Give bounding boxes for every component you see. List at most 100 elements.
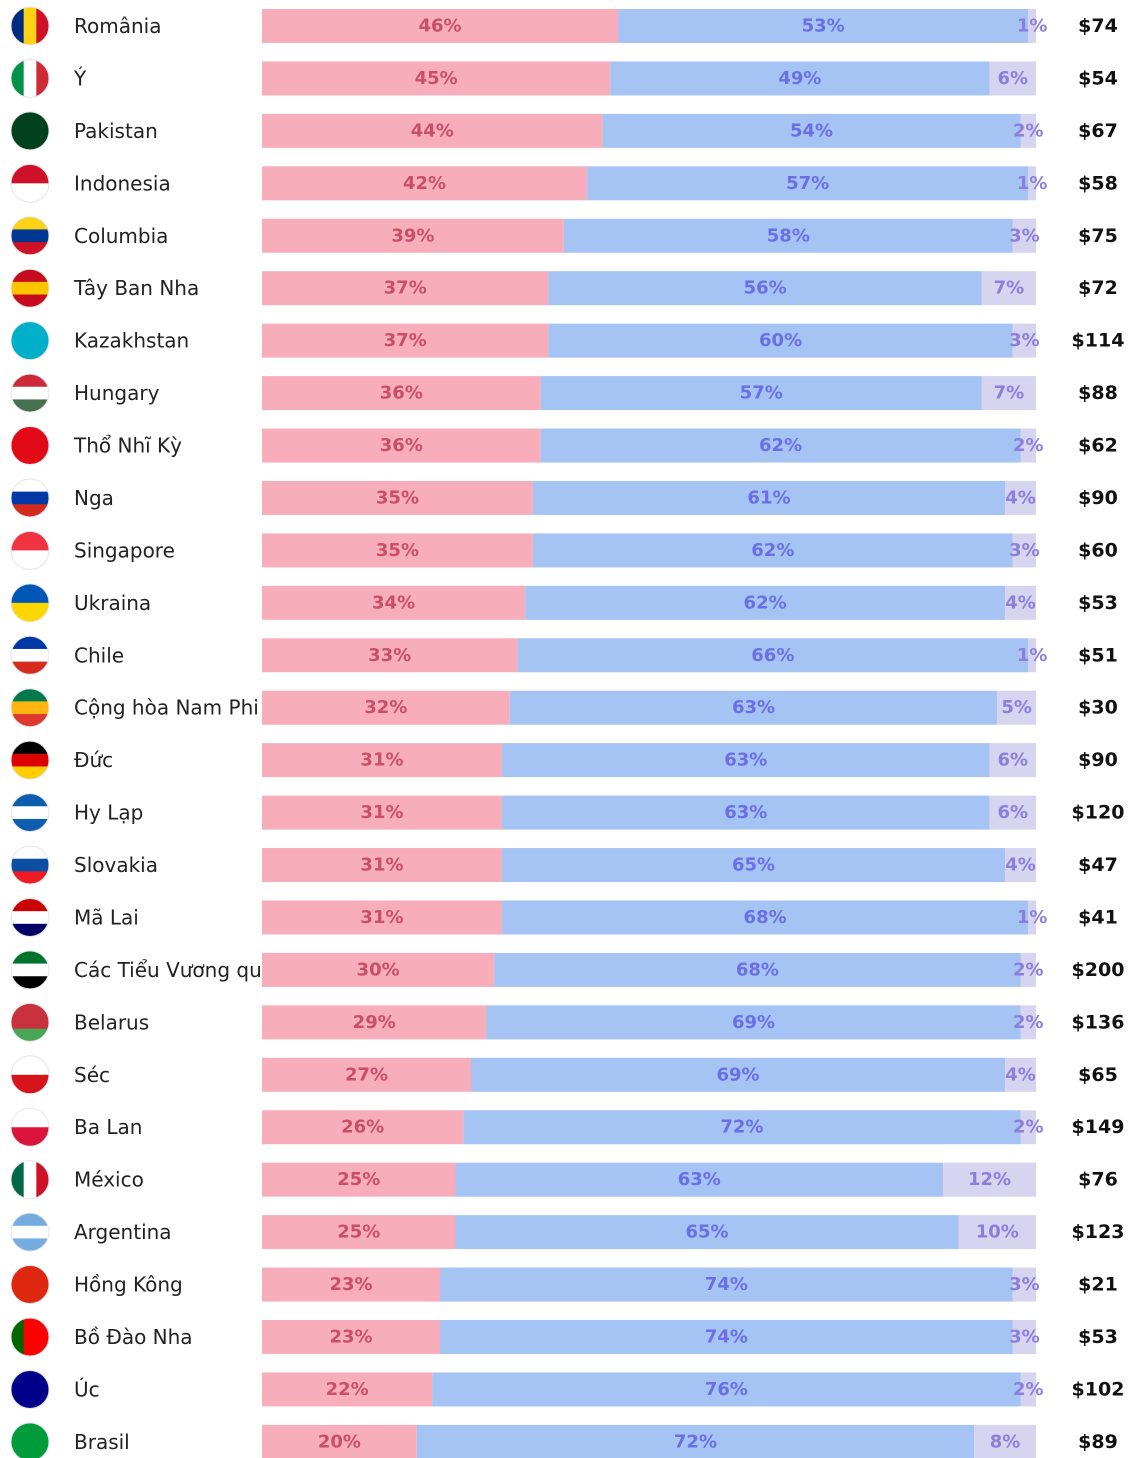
price-label: $72	[1078, 277, 1118, 299]
country-name: Hungary	[74, 381, 160, 405]
flag-body	[11, 898, 49, 937]
flag	[10, 58, 50, 98]
segment-label: 68%	[744, 907, 787, 928]
bar-segment	[989, 795, 1036, 830]
flag-band	[36, 111, 49, 150]
segment-label: 1%	[1017, 645, 1048, 666]
flag-band	[23, 1265, 37, 1304]
bar-segment	[1012, 1267, 1036, 1302]
flag-body	[11, 531, 49, 570]
segment-label: 4%	[1005, 487, 1036, 508]
segment-label: 23%	[329, 1327, 372, 1348]
flag-band	[11, 59, 25, 98]
flag-band	[11, 1055, 49, 1076]
flag-band	[11, 976, 49, 989]
flag-outline	[10, 478, 50, 518]
flag-band	[23, 426, 37, 465]
flag-body	[11, 59, 49, 98]
flag-band	[11, 321, 25, 360]
segment-label: 60%	[759, 330, 802, 351]
flag	[10, 216, 50, 256]
bar-segment	[958, 1215, 1036, 1250]
flag	[10, 793, 50, 833]
price-label: $88	[1078, 382, 1118, 404]
flag-band	[11, 714, 49, 727]
bar-segment	[974, 1424, 1036, 1458]
flag-band	[11, 583, 49, 604]
segment-label: 31%	[360, 907, 403, 928]
country-name: Slovakia	[74, 853, 158, 877]
flag-band	[11, 7, 25, 45]
flag-body	[11, 321, 49, 360]
bar-segment	[262, 1162, 456, 1197]
flag-band	[11, 294, 49, 308]
bar-segment	[981, 376, 1036, 411]
price-label: $54	[1078, 67, 1118, 89]
flag	[10, 740, 50, 780]
segment-label: 3%	[1009, 1274, 1040, 1295]
bar-segment	[416, 1424, 975, 1458]
bar-segment	[602, 113, 1021, 148]
flag-body	[11, 688, 49, 727]
flag-body	[11, 636, 49, 675]
bar-segment	[1028, 9, 1036, 43]
bar-segment	[455, 1215, 959, 1250]
bar-segment	[262, 1110, 464, 1145]
country-name: Belarus	[74, 1010, 149, 1034]
price-label: $123	[1072, 1221, 1125, 1243]
country-name: Ba Lan	[74, 1115, 142, 1139]
segment-label: 66%	[751, 645, 794, 666]
bar-segment	[262, 690, 510, 725]
bar-segment	[262, 218, 564, 253]
segment-label: 3%	[1009, 540, 1040, 561]
segment-label: 63%	[678, 1169, 721, 1190]
flag	[10, 1212, 50, 1252]
bar-segment	[262, 9, 619, 43]
flag-band	[11, 531, 49, 551]
flag-band	[36, 59, 49, 98]
bar-segment	[587, 166, 1029, 201]
flag-body	[11, 374, 49, 413]
bar-segment	[262, 323, 549, 358]
segment-label: 22%	[326, 1379, 369, 1400]
flag-outline	[10, 163, 50, 203]
bar-segment	[501, 900, 1029, 935]
flag-band	[11, 1318, 25, 1356]
flag-band	[11, 269, 49, 283]
segment-label: 4%	[1005, 592, 1036, 613]
flag-band	[11, 1213, 49, 1227]
country-name: México	[74, 1168, 144, 1192]
bar-segment	[262, 1267, 441, 1302]
flag	[10, 530, 50, 570]
flag-body	[11, 1318, 49, 1356]
bar-segment	[1020, 113, 1036, 148]
bar-segment	[262, 166, 588, 201]
segment-label: 1%	[1017, 173, 1048, 194]
segment-label: 12%	[968, 1169, 1011, 1190]
price-label: $65	[1078, 1064, 1118, 1086]
flag-band	[11, 661, 49, 675]
segment-label: 62%	[759, 435, 802, 456]
flag-outline	[10, 688, 50, 728]
bar-segment	[989, 743, 1036, 778]
bar-segment	[1020, 1110, 1036, 1145]
flag	[10, 845, 50, 885]
country-name: Mã Lai	[74, 905, 139, 929]
bar-segment	[943, 1162, 1036, 1197]
flag-band	[11, 741, 49, 755]
flag-outline	[10, 897, 50, 937]
flag	[10, 1107, 50, 1147]
flag-band	[11, 701, 49, 715]
flag-band	[11, 1160, 25, 1199]
flag-body	[11, 269, 49, 308]
flag-band	[11, 504, 49, 517]
segment-label: 49%	[778, 68, 821, 89]
flag-band	[11, 426, 25, 465]
flag-band	[11, 793, 49, 807]
bar-segment	[262, 1424, 417, 1458]
bar-segment	[540, 428, 1021, 463]
flag-outline	[10, 793, 50, 833]
bar-segment	[532, 480, 1006, 515]
flag-band	[11, 818, 49, 832]
bar-segment	[1012, 323, 1036, 358]
